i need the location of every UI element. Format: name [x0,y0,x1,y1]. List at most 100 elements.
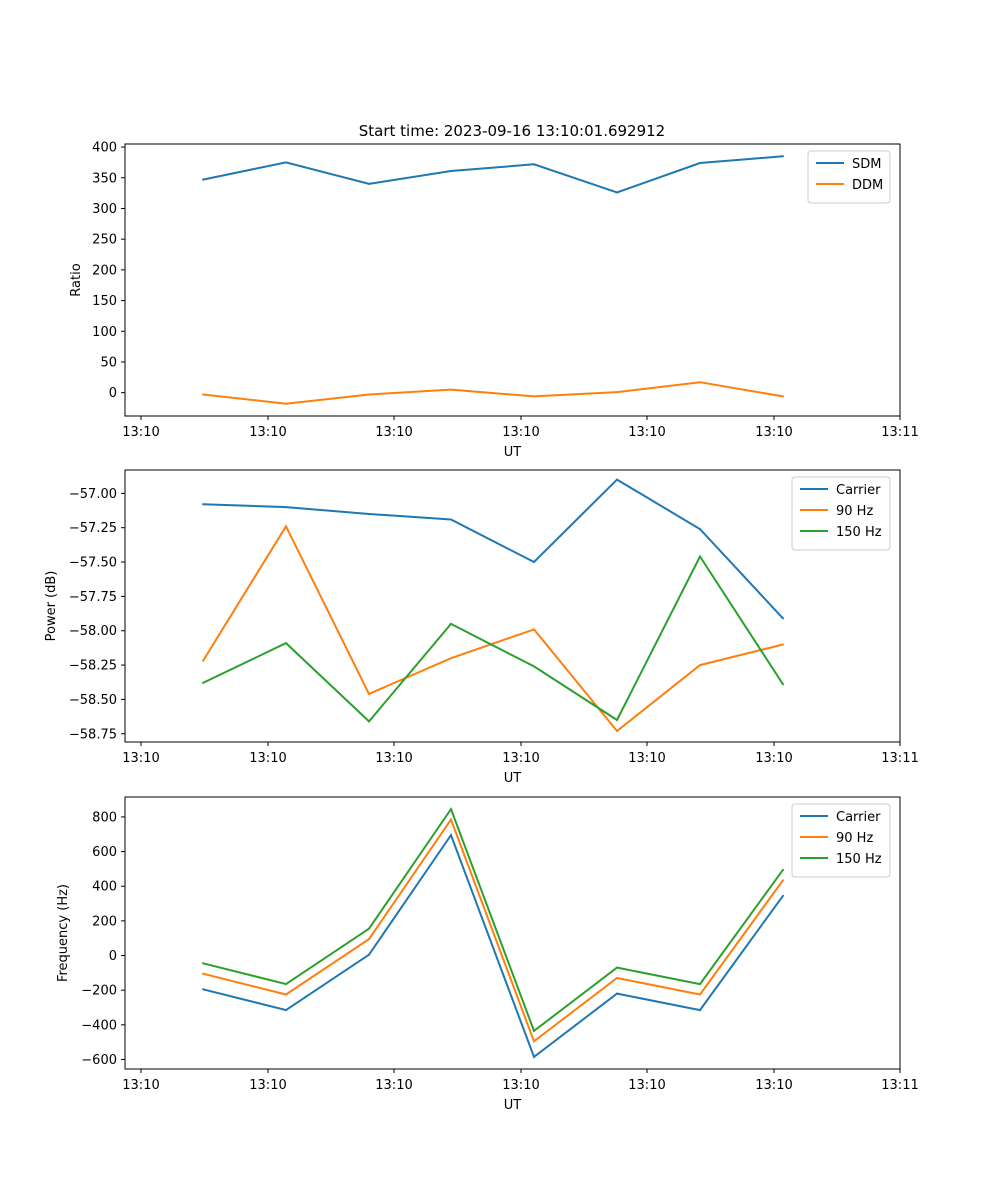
data-point [782,617,784,620]
y-tick-label: −57.25 [69,521,117,536]
data-point [285,642,287,645]
x-tick-label: 13:10 [249,425,286,440]
data-point [782,155,784,158]
y-tick-label: −58.50 [69,693,117,708]
x-axis-label: UT [504,445,522,460]
series-90-hz [202,817,784,1043]
series-carrier [202,478,784,620]
data-point [782,643,784,646]
x-tick-label: 13:10 [755,751,792,766]
x-tick-label: 13:10 [502,1078,539,1093]
data-point [202,178,204,181]
data-point [285,993,287,996]
data-point [616,191,618,194]
data-point [368,927,370,930]
plot-area [124,143,901,417]
chart-2: 13:10 13:10 13:10 13:10 13:10 13:10 13:11 −58.7… [44,469,919,786]
data-point [368,938,370,941]
x-tick-label: 13:11 [881,425,918,440]
data-point [285,1009,287,1012]
data-point [533,1029,535,1032]
x-tick-label: 13:10 [122,1078,159,1093]
data-point [450,818,452,821]
x-tick-label: 13:10 [755,425,792,440]
legend: Carrier 90 Hz 150 Hz [791,476,891,551]
series-line [202,155,784,194]
y-tick-label: 400 [92,880,117,895]
data-point [450,657,452,660]
data-point [450,622,452,625]
legend-label: Carrier [836,810,881,825]
series-line [202,478,784,620]
data-point [616,730,618,732]
data-point [450,808,452,811]
y-tick-label: −200 [81,984,117,999]
plots: 13:10 13:10 13:10 13:10 13:10 13:10 13:11 0 50 10… [44,141,919,1113]
data-point [285,402,287,405]
data-point [699,555,701,558]
data-point [202,988,204,991]
data-point [616,977,618,979]
data-point [368,953,370,956]
x-tick-label: 13:10 [628,1078,665,1093]
data-point [368,182,370,185]
y-tick-label: 100 [92,325,117,340]
data-point [616,719,618,721]
x-tick-label: 13:10 [122,425,159,440]
x-tick-label: 13:10 [502,425,539,440]
data-point [285,161,287,164]
data-point [202,962,204,965]
data-point [368,720,370,723]
y-tick-label: −600 [81,1053,117,1068]
legend: SDM DDM [807,150,891,204]
chart-3: 13:10 13:10 13:10 13:10 13:10 13:10 13:11 −600 −… [56,796,919,1113]
y-tick-label: −57.00 [69,487,117,502]
series-line [202,832,784,1059]
data-point [533,628,535,631]
x-tick-label: 13:10 [502,751,539,766]
series-line [202,817,784,1043]
x-tick-label: 13:10 [375,1078,412,1093]
legend-label: 90 Hz [836,504,873,519]
data-point [782,395,784,398]
x-axis-label: UT [504,771,522,786]
series-ddm [202,381,784,405]
data-point [202,503,204,506]
data-point [699,381,701,384]
data-point [202,393,204,396]
y-tick-label: −58.25 [69,659,117,674]
x-tick-label: 13:10 [375,751,412,766]
data-point [533,1040,535,1043]
y-tick-label: 200 [92,263,117,278]
series-line [202,524,784,733]
series-line [202,381,784,405]
x-tick-label: 13:10 [628,425,665,440]
data-point [285,506,287,509]
data-point [368,393,370,396]
x-tick-label: 13:10 [375,425,412,440]
y-tick-label: 350 [92,171,117,186]
y-tick-label: 0 [109,386,117,401]
data-point [699,993,701,996]
data-point [450,388,452,391]
x-tick-label: 13:10 [249,1078,286,1093]
data-point [285,983,287,986]
series-150-hz [202,806,784,1033]
y-axis-label: Power (dB) [44,571,59,642]
x-tick-label: 13:10 [249,751,286,766]
data-point [616,992,618,995]
series-line [202,806,784,1033]
y-tick-label: 800 [92,810,117,825]
data-point [782,683,784,686]
y-tick-label: −400 [81,1018,117,1033]
y-tick-label: −58.75 [69,727,117,742]
y-tick-label: 50 [100,355,117,370]
x-tick-label: 13:10 [122,751,159,766]
data-point [202,659,204,662]
legend-label: 150 Hz [836,852,882,867]
series-line [202,554,784,723]
x-tick-label: 13:11 [881,751,918,766]
series-sdm [202,155,784,194]
legend-label: 90 Hz [836,831,873,846]
